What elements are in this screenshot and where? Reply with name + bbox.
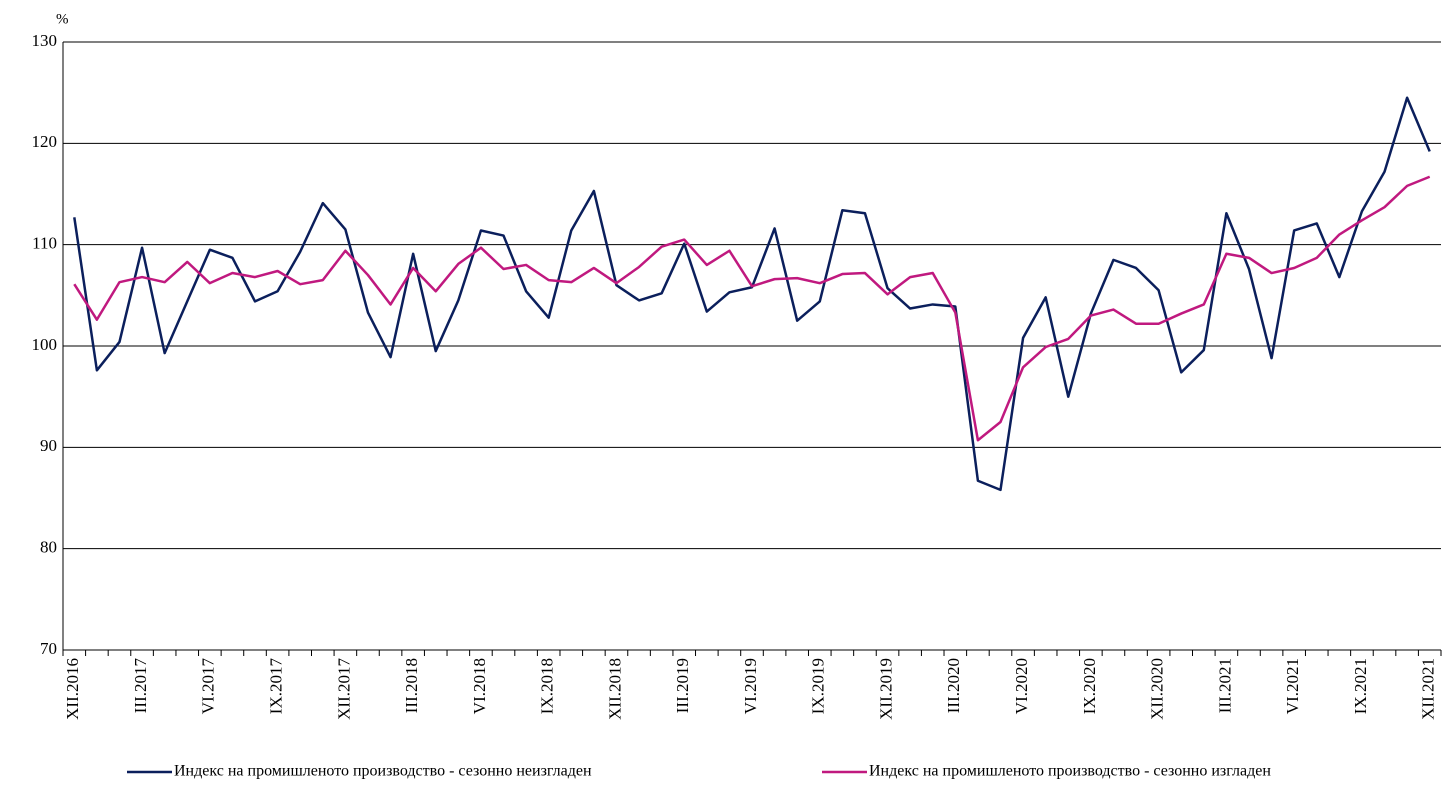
y-tick-label: 130: [32, 31, 58, 50]
y-tick-label: 110: [32, 234, 57, 253]
x-tick-label: XII.2020: [1148, 658, 1167, 720]
x-tick-label: VI.2017: [199, 658, 218, 715]
x-tick-label: III.2017: [131, 658, 150, 714]
x-tick-label: XII.2018: [605, 658, 624, 720]
x-tick-label: III.2020: [944, 658, 963, 713]
legend-label: Индекс на промишленото производство - се…: [869, 763, 1271, 780]
x-tick-label: III.2021: [1215, 658, 1234, 713]
legend-label: Индекс на промишленото производство - се…: [174, 763, 592, 780]
x-tick-label: VI.2018: [470, 658, 489, 714]
y-tick-label: 80: [40, 538, 57, 557]
x-tick-label: XII.2021: [1419, 658, 1438, 720]
x-tick-label: IX.2020: [1080, 658, 1099, 714]
x-tick-label: XII.2017: [334, 658, 353, 720]
series-line: [73, 96, 1431, 492]
x-tick-label: IX.2019: [809, 658, 828, 714]
x-tick-label: IX.2018: [538, 658, 557, 714]
y-tick-label: 120: [32, 132, 58, 151]
x-tick-label: XII.2016: [63, 658, 82, 720]
x-tick-label: III.2019: [673, 658, 692, 713]
x-tick-label: VI.2020: [1012, 658, 1031, 714]
series-line: [73, 175, 1431, 442]
y-tick-label: 90: [40, 436, 57, 455]
y-axis-unit: %: [56, 11, 69, 27]
y-tick-label: 100: [32, 335, 58, 354]
x-tick-label: VI.2019: [741, 658, 760, 714]
x-tick-label: VI.2021: [1283, 658, 1302, 714]
y-tick-label: 70: [40, 639, 57, 658]
x-tick-label: IX.2021: [1351, 658, 1370, 714]
x-tick-label: III.2018: [402, 658, 421, 713]
x-tick-label: XII.2019: [876, 658, 895, 720]
x-tick-label: IX.2017: [267, 658, 286, 715]
